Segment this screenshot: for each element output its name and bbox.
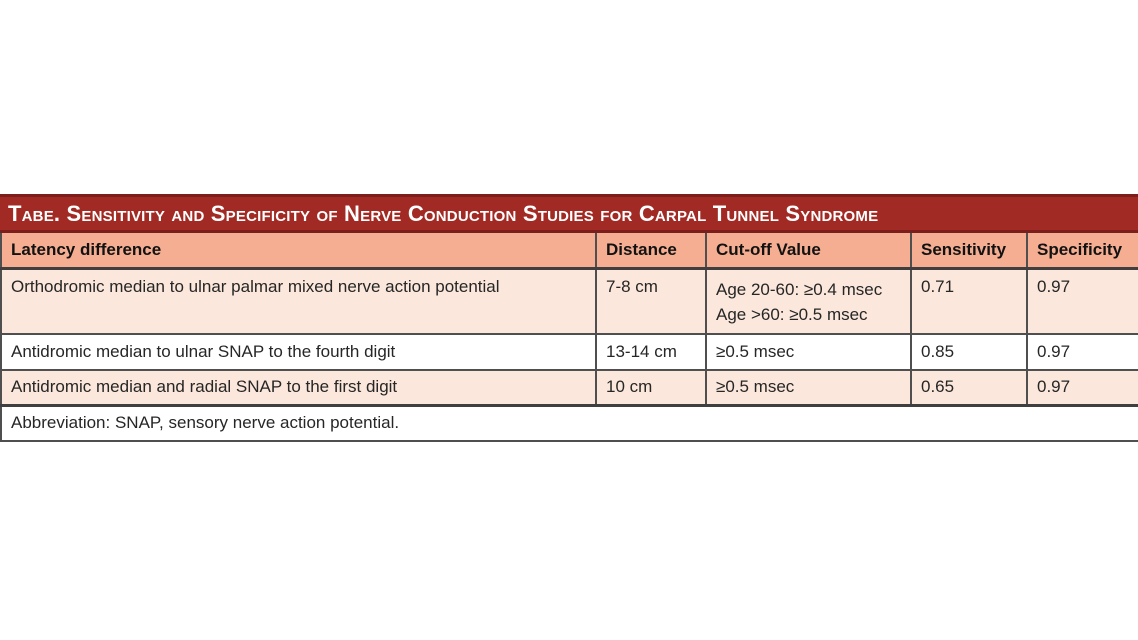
table-row-antidromic-fourth-digit: Antidromic median to ulnar SNAP to the f…	[0, 332, 1138, 371]
cell-cutoff-value: ≥0.5 msec	[705, 332, 912, 371]
table-row-antidromic-first-digit: Antidromic median and radial SNAP to the…	[0, 368, 1138, 407]
cell-distance: 13-14 cm	[595, 332, 707, 371]
cell-sensitivity: 0.71	[910, 267, 1028, 335]
column-header-distance: Distance	[595, 233, 707, 270]
cell-specificity: 0.97	[1026, 332, 1138, 371]
column-header-latency-difference: Latency difference	[0, 233, 597, 270]
cell-latency-difference: Antidromic median to ulnar SNAP to the f…	[0, 332, 597, 371]
cell-distance: 10 cm	[595, 368, 707, 407]
column-header-sensitivity: Sensitivity	[910, 233, 1028, 270]
cell-sensitivity: 0.65	[910, 368, 1028, 407]
table-footnote: Abbreviation: SNAP, sensory nerve action…	[0, 404, 1138, 442]
table-title: Tabe. Sensitivity and Specificity of Ner…	[8, 200, 879, 226]
nerve-conduction-table-figure: Tabe. Sensitivity and Specificity of Ner…	[0, 194, 1138, 442]
cell-sensitivity: 0.85	[910, 332, 1028, 371]
cutoff-line-age-over-60: Age >60: ≥0.5 msec	[716, 305, 868, 324]
column-header-specificity: Specificity	[1026, 233, 1138, 270]
header-row: Latency difference Distance Cut-off Valu…	[0, 233, 1138, 270]
cell-latency-difference: Antidromic median and radial SNAP to the…	[0, 368, 597, 407]
nerve-conduction-table: Latency difference Distance Cut-off Valu…	[0, 233, 1138, 442]
cell-cutoff-value: ≥0.5 msec	[705, 368, 912, 407]
cell-latency-difference: Orthodromic median to ulnar palmar mixed…	[0, 267, 597, 335]
column-header-cutoff-value: Cut-off Value	[705, 233, 912, 270]
footnote-row: Abbreviation: SNAP, sensory nerve action…	[0, 404, 1138, 442]
cell-specificity: 0.97	[1026, 267, 1138, 335]
table-row-orthodromic-palmar: Orthodromic median to ulnar palmar mixed…	[0, 267, 1138, 335]
table-title-bar: Tabe. Sensitivity and Specificity of Ner…	[0, 194, 1138, 233]
cell-distance: 7-8 cm	[595, 267, 707, 335]
cell-specificity: 0.97	[1026, 368, 1138, 407]
cell-cutoff-value: Age 20-60: ≥0.4 msec Age >60: ≥0.5 msec	[705, 267, 912, 335]
cutoff-line-age-20-60: Age 20-60: ≥0.4 msec	[716, 279, 883, 299]
